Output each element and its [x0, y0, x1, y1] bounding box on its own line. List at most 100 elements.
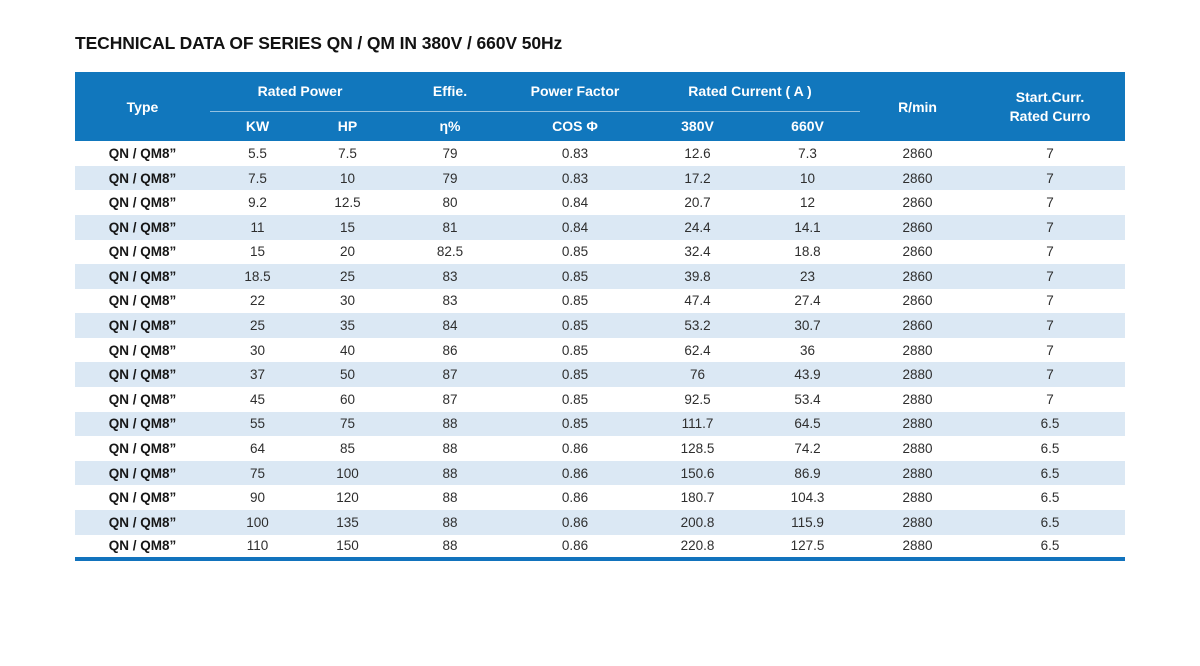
cell-rpm: 2860: [902, 268, 933, 284]
cell-start-current: 7: [1046, 318, 1054, 334]
cell-kw: 5.5: [248, 145, 267, 161]
header-cos-phi: COS Φ: [510, 111, 640, 142]
cell-current-660v: 23: [799, 268, 816, 284]
cell-type: QN / QM8”: [108, 170, 177, 186]
cell-current-380v: 180.7: [680, 490, 715, 506]
cell-current-660v: 36: [799, 342, 816, 358]
cell-power-factor: 0.85: [561, 391, 589, 407]
cell-current-380v: 200.8: [680, 514, 715, 530]
cell-power-factor: 0.84: [561, 195, 589, 211]
cell-efficiency: 81: [442, 219, 458, 235]
cell-type: QN / QM8”: [108, 145, 177, 161]
header-start-current: Start.Curr. Rated Curro: [975, 72, 1126, 142]
cell-kw: 15: [249, 244, 266, 260]
cell-rpm: 2860: [902, 318, 933, 334]
cell-current-380v: 150.6: [680, 465, 715, 481]
cell-kw: 90: [249, 490, 266, 506]
cell-kw: 11: [250, 219, 265, 235]
cell-type: QN / QM8”: [108, 367, 177, 383]
cell-hp: 15: [339, 219, 356, 235]
cell-rpm: 2860: [902, 293, 933, 309]
cell-efficiency: 83: [442, 268, 458, 284]
cell-rpm: 2860: [902, 195, 933, 211]
table-row: QN / QM8” 22 30 83 0.85 47.4 27.4 2860 7: [75, 289, 1125, 314]
cell-start-current: 6.5: [1040, 441, 1060, 457]
technical-data-table: Type Rated Power Effie. Power Factor Rat…: [75, 72, 1126, 562]
cell-kw: 22: [249, 293, 266, 309]
cell-power-factor: 0.86: [561, 465, 589, 481]
cell-hp: 10: [339, 170, 356, 186]
cell-efficiency: 87: [442, 367, 458, 383]
cell-efficiency: 88: [442, 465, 458, 481]
table-row: QN / QM8” 11 15 81 0.84 24.4 14.1 2860 7: [75, 214, 1126, 240]
header-rated-power: Rated Power: [210, 72, 390, 112]
cell-efficiency: 88: [442, 490, 458, 506]
cell-hp: 150: [336, 538, 359, 554]
header-hp: HP: [305, 111, 390, 142]
cell-power-factor: 0.86: [561, 441, 589, 457]
catalog-page: TECHNICAL DATA OF SERIES QN / QM IN 380V…: [75, 33, 1126, 562]
cell-hp: 7.5: [338, 145, 357, 161]
cell-type: QN / QM8”: [108, 490, 177, 506]
cell-kw: 7.5: [248, 170, 267, 186]
cell-efficiency: 79: [442, 145, 458, 161]
cell-start-current: 7: [1046, 391, 1054, 407]
cell-hp: 85: [339, 441, 356, 457]
cell-rpm: 2860: [902, 145, 933, 161]
cell-efficiency: 88: [442, 538, 458, 554]
cell-current-660v: 104.3: [790, 490, 825, 506]
cell-rpm: 2880: [902, 490, 933, 506]
cell-kw: 100: [246, 514, 269, 530]
cell-current-660v: 27.4: [794, 293, 821, 309]
cell-power-factor: 0.85: [561, 244, 589, 260]
cell-hp: 120: [336, 490, 359, 506]
cell-efficiency: 83: [442, 293, 458, 309]
cell-rpm: 2880: [902, 367, 933, 383]
cell-current-380v: 24.4: [684, 219, 711, 235]
cell-current-380v: 53.2: [684, 318, 711, 334]
cell-efficiency: 79: [442, 170, 458, 186]
cell-current-380v: 92.5: [684, 391, 711, 407]
cell-type: QN / QM8”: [108, 318, 177, 334]
cell-hp: 35: [339, 318, 356, 334]
cell-hp: 12.5: [334, 195, 361, 211]
cell-start-current: 7: [1046, 244, 1054, 260]
cell-kw: 45: [249, 391, 266, 407]
cell-power-factor: 0.85: [561, 293, 589, 309]
cell-type: QN / QM8”: [108, 195, 177, 211]
table-row: QN / QM8” 45 60 87 0.85 92.5 53.4 2880 7: [75, 387, 1125, 412]
header-start-current-line2: Rated Curro: [1009, 107, 1091, 124]
cell-rpm: 2880: [902, 391, 933, 407]
cell-current-380v: 17.2: [684, 170, 711, 186]
header-660v: 660V: [755, 111, 861, 142]
cell-kw: 64: [249, 441, 266, 457]
cell-power-factor: 0.85: [561, 318, 589, 334]
cell-rpm: 2880: [902, 342, 933, 358]
cell-efficiency: 86: [442, 342, 458, 358]
cell-power-factor: 0.85: [561, 416, 589, 432]
cell-type: QN / QM8”: [108, 416, 177, 432]
cell-rpm: 2860: [902, 219, 933, 235]
cell-current-660v: 18.8: [794, 244, 821, 260]
cell-current-660v: 7.3: [798, 145, 817, 161]
cell-efficiency: 84: [442, 318, 458, 334]
cell-type: QN / QM8”: [108, 441, 177, 457]
cell-start-current: 7: [1046, 219, 1054, 235]
table-row: QN / QM8” 7.5 10 79 0.83 17.2 10 2860 7: [75, 165, 1126, 191]
table-row: QN / QM8” 15 20 82.5 0.85 32.4 18.8 2860…: [75, 240, 1125, 265]
cell-type: QN / QM8”: [108, 391, 177, 407]
cell-current-660v: 12: [799, 195, 816, 211]
cell-type: QN / QM8”: [108, 219, 177, 235]
cell-current-380v: 39.8: [684, 268, 711, 284]
cell-current-380v: 128.5: [680, 441, 715, 457]
cell-current-660v: 64.5: [794, 416, 821, 432]
table-row: QN / QM8” 5.5 7.5 79 0.83 12.6 7.3 2860 …: [75, 141, 1125, 166]
cell-start-current: 7: [1046, 293, 1054, 309]
cell-rpm: 2860: [902, 170, 933, 186]
cell-type: QN / QM8”: [108, 342, 177, 358]
table-row: QN / QM8” 9.2 12.5 80 0.84 20.7 12 2860 …: [75, 190, 1125, 215]
cell-current-380v: 12.6: [684, 145, 711, 161]
cell-rpm: 2880: [902, 416, 933, 432]
cell-power-factor: 0.86: [561, 538, 589, 554]
cell-type: QN / QM8”: [108, 465, 177, 481]
